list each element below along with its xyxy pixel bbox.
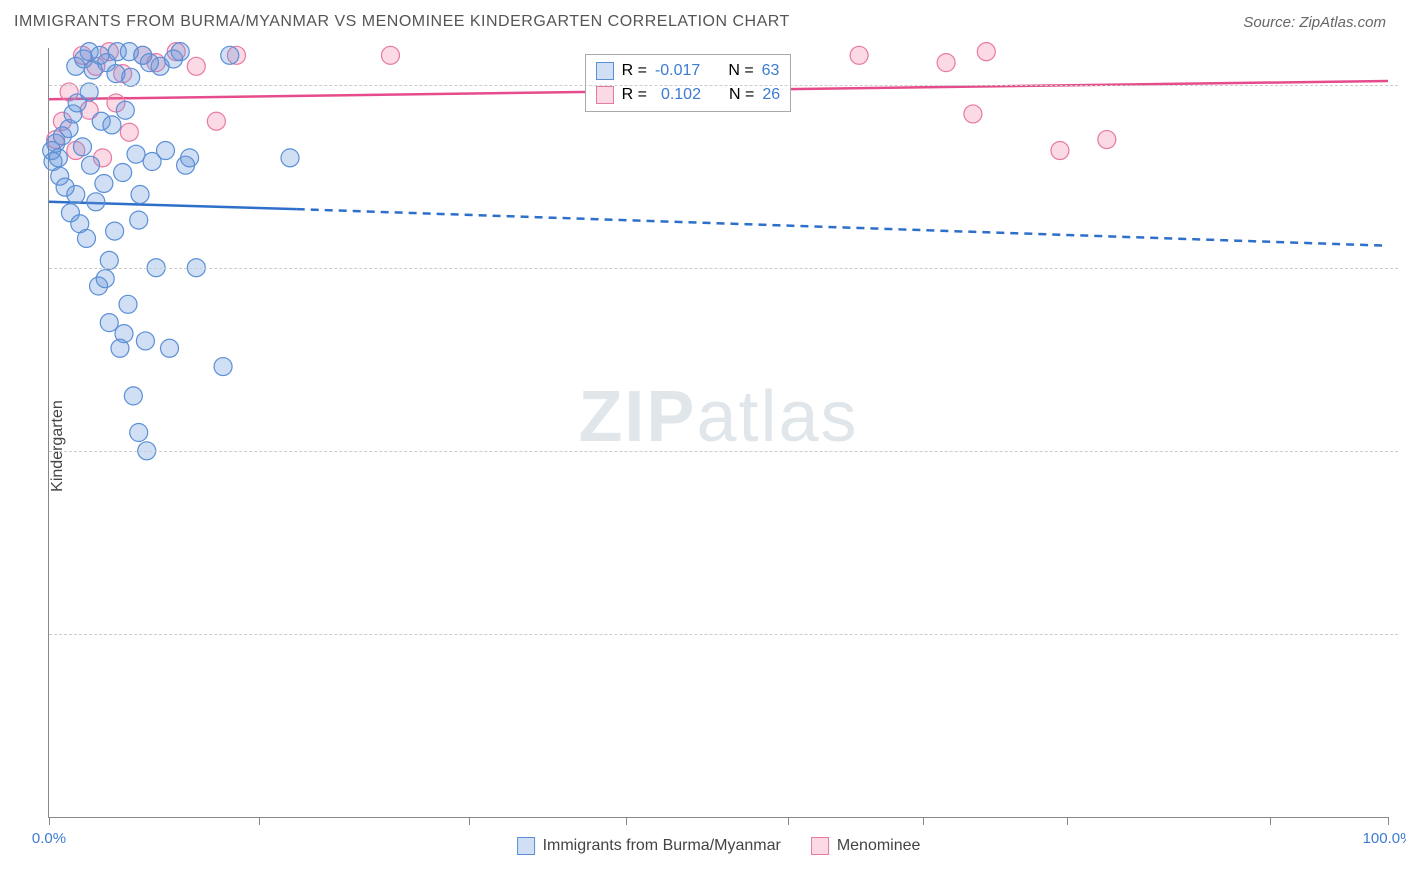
gridline — [49, 268, 1398, 269]
n-value-blue: 63 — [762, 62, 780, 80]
legend-item-blue: Immigrants from Burma/Myanmar — [517, 837, 781, 855]
n-label-pink: N = — [729, 86, 754, 104]
x-tick — [1388, 817, 1389, 825]
r-value-pink: 0.102 — [661, 86, 701, 104]
legend-row-pink: R = 0.102 N = 26 — [596, 83, 781, 107]
scatter-plot-area: ZIPatlas R = -0.017 N = 63 R = 0.102 N =… — [48, 48, 1388, 818]
x-tick — [626, 817, 627, 825]
r-label-blue: R = — [622, 62, 647, 80]
correlation-legend: R = -0.017 N = 63 R = 0.102 N = 26 — [585, 54, 792, 112]
swatch-blue-icon — [596, 62, 614, 80]
gridline — [49, 451, 1398, 452]
series-label-blue: Immigrants from Burma/Myanmar — [543, 837, 781, 855]
swatch-pink-icon — [596, 86, 614, 104]
source-value: ZipAtlas.com — [1299, 14, 1386, 31]
x-tick — [1270, 817, 1271, 825]
scatter-points-layer — [49, 48, 1388, 817]
x-tick — [1067, 817, 1068, 825]
chart-title: IMMIGRANTS FROM BURMA/MYANMAR VS MENOMIN… — [14, 13, 790, 31]
gridline — [49, 634, 1398, 635]
x-tick-label: 100.0% — [1363, 830, 1406, 847]
x-tick — [788, 817, 789, 825]
series-legend: Immigrants from Burma/Myanmar Menominee — [517, 837, 921, 855]
x-tick — [259, 817, 260, 825]
n-label-blue: N = — [728, 62, 753, 80]
gridline — [49, 85, 1398, 86]
legend-row-blue: R = -0.017 N = 63 — [596, 59, 781, 83]
chart-header: IMMIGRANTS FROM BURMA/MYANMAR VS MENOMIN… — [0, 0, 1406, 44]
swatch-pink-icon — [811, 837, 829, 855]
x-tick — [923, 817, 924, 825]
r-label-pink: R = — [622, 86, 647, 104]
source-label: Source: — [1243, 14, 1299, 31]
x-tick-label: 0.0% — [32, 830, 66, 847]
r-value-blue: -0.017 — [655, 62, 700, 80]
x-tick — [469, 817, 470, 825]
legend-item-pink: Menominee — [811, 837, 921, 855]
n-value-pink: 26 — [762, 86, 780, 104]
series-label-pink: Menominee — [837, 837, 921, 855]
x-tick — [49, 817, 50, 825]
swatch-blue-icon — [517, 837, 535, 855]
source-attribution: Source: ZipAtlas.com — [1243, 14, 1386, 31]
